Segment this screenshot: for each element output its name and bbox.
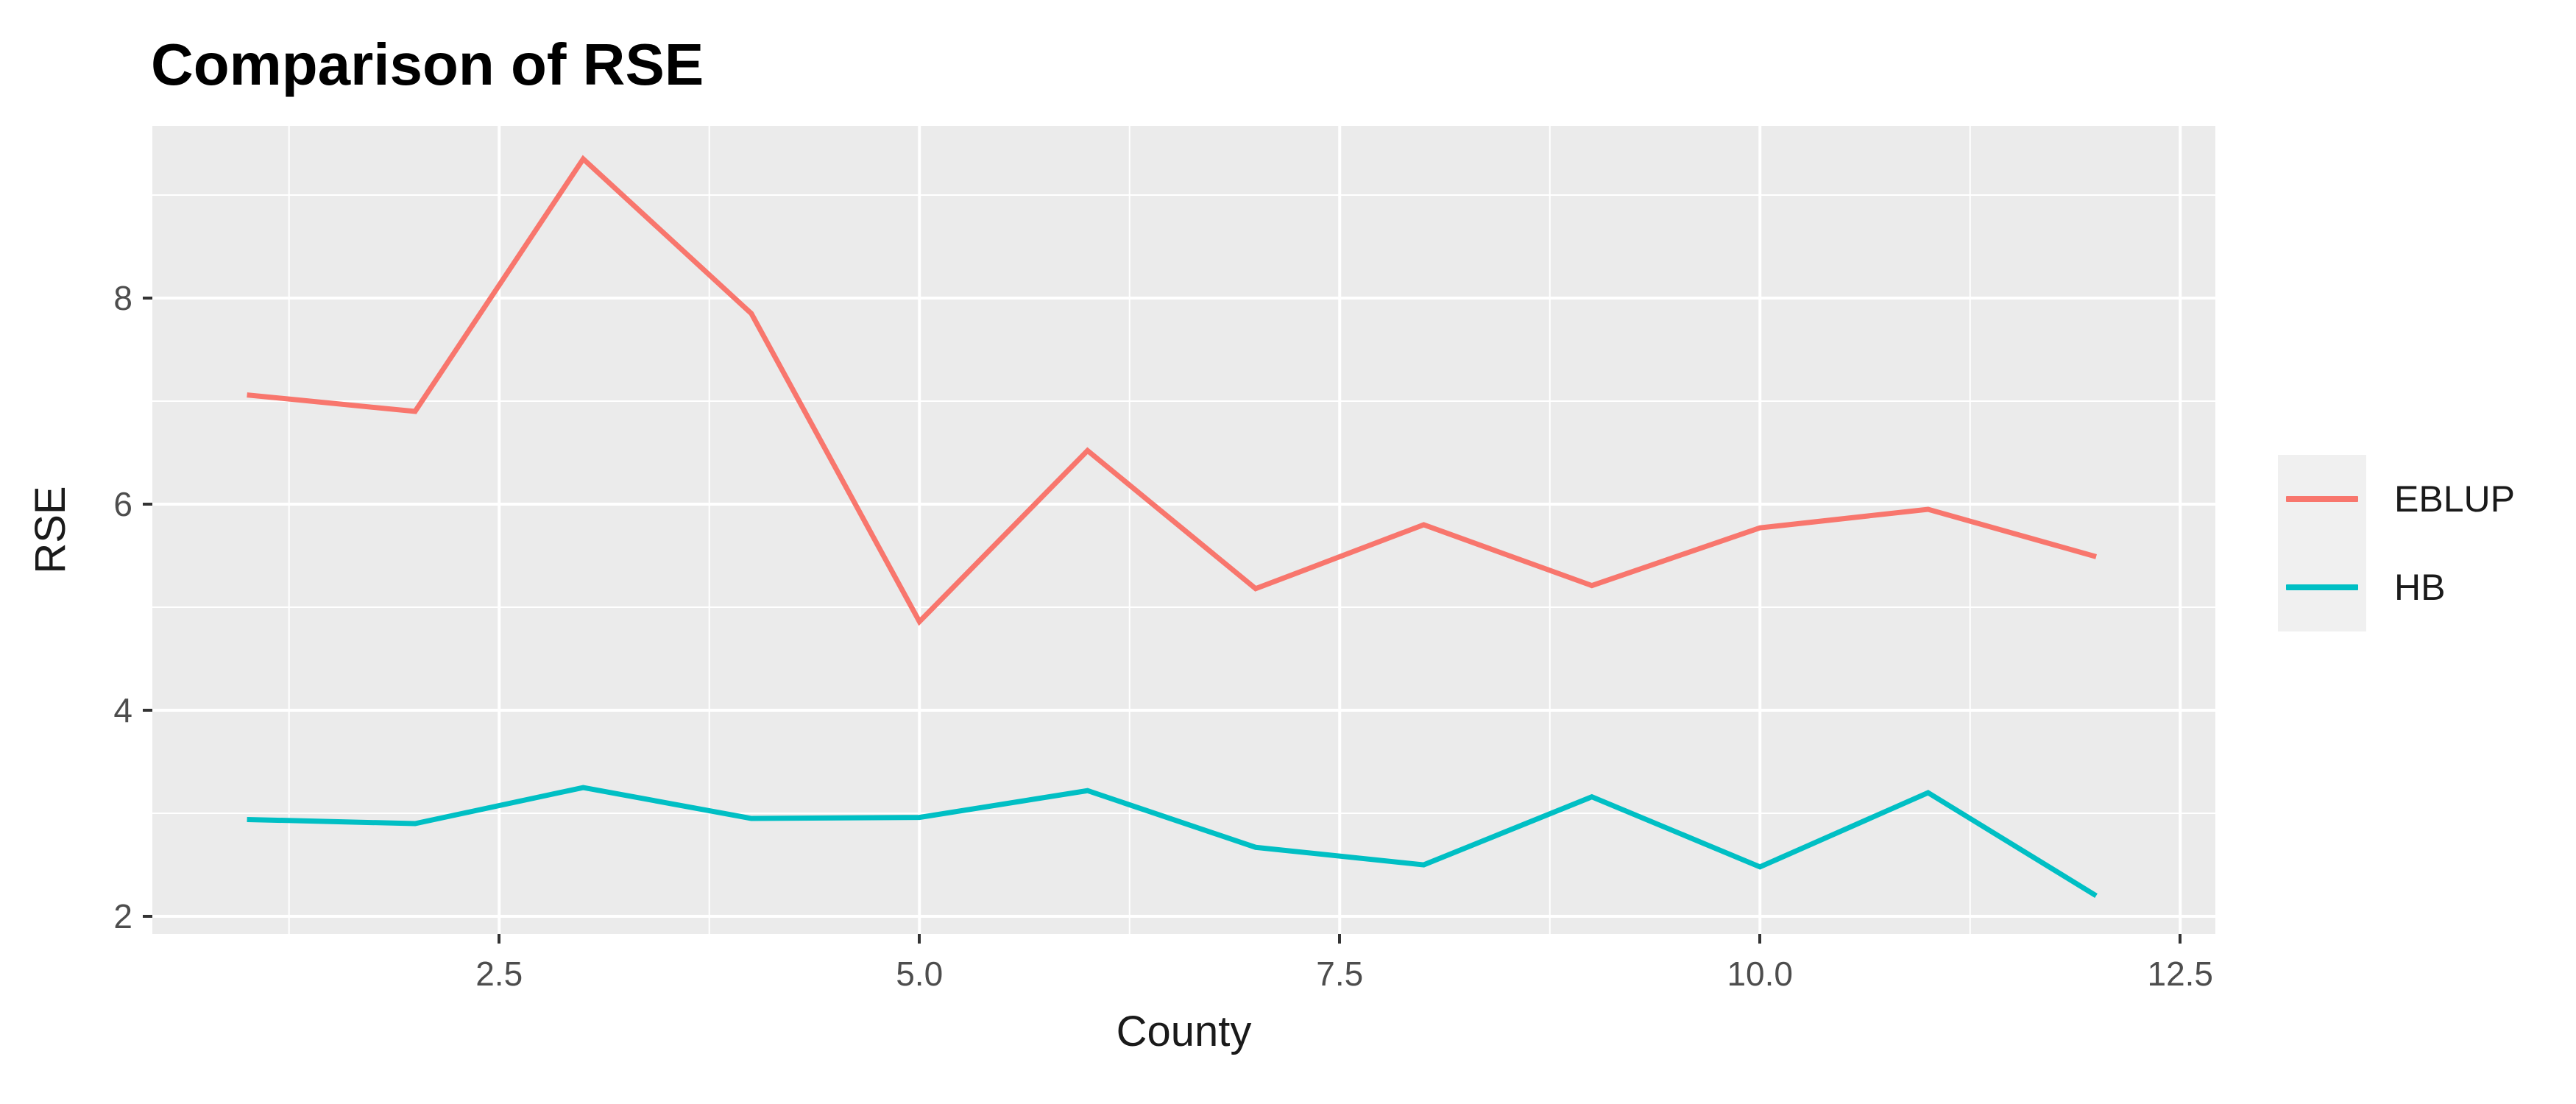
x-tick-mark bbox=[2179, 934, 2182, 944]
x-tick-label: 2.5 bbox=[475, 955, 523, 993]
x-tick-label: 12.5 bbox=[2147, 955, 2214, 993]
legend-label: EBLUP bbox=[2394, 478, 2515, 520]
x-tick-mark bbox=[498, 934, 501, 944]
legend-key-box bbox=[2278, 455, 2366, 543]
x-tick-mark bbox=[1338, 934, 1342, 944]
hb-line-swatch bbox=[2286, 584, 2358, 590]
x-axis-title: County bbox=[1116, 1008, 1252, 1055]
eblup-line-swatch bbox=[2286, 496, 2358, 502]
plot-canvas bbox=[152, 126, 2215, 934]
legend-item-hb: HB bbox=[2278, 543, 2515, 631]
y-tick-label: 8 bbox=[113, 278, 132, 317]
y-tick-mark bbox=[143, 709, 152, 712]
y-tick-mark bbox=[143, 502, 152, 506]
y-tick-label: 2 bbox=[113, 897, 132, 936]
y-axis-title: RSE bbox=[26, 486, 74, 574]
x-tick-label: 10.0 bbox=[1727, 955, 1793, 993]
legend: EBLUP HB bbox=[2278, 455, 2515, 631]
plot-panel bbox=[152, 126, 2215, 934]
y-tick-mark bbox=[143, 915, 152, 919]
series-line-eblup bbox=[247, 155, 2098, 626]
y-tick-mark bbox=[143, 296, 152, 300]
x-tick-label: 7.5 bbox=[1316, 955, 1364, 993]
x-tick-mark bbox=[1758, 934, 1762, 944]
legend-item-eblup: EBLUP bbox=[2278, 455, 2515, 543]
y-tick-label: 6 bbox=[113, 484, 132, 523]
chart-title: Comparison of RSE bbox=[151, 32, 704, 97]
legend-key-box bbox=[2278, 543, 2366, 631]
x-tick-mark bbox=[918, 934, 921, 944]
legend-label: HB bbox=[2394, 567, 2446, 608]
series-line-hb bbox=[247, 785, 2098, 899]
x-tick-label: 5.0 bbox=[896, 955, 944, 993]
y-tick-label: 4 bbox=[113, 691, 132, 730]
